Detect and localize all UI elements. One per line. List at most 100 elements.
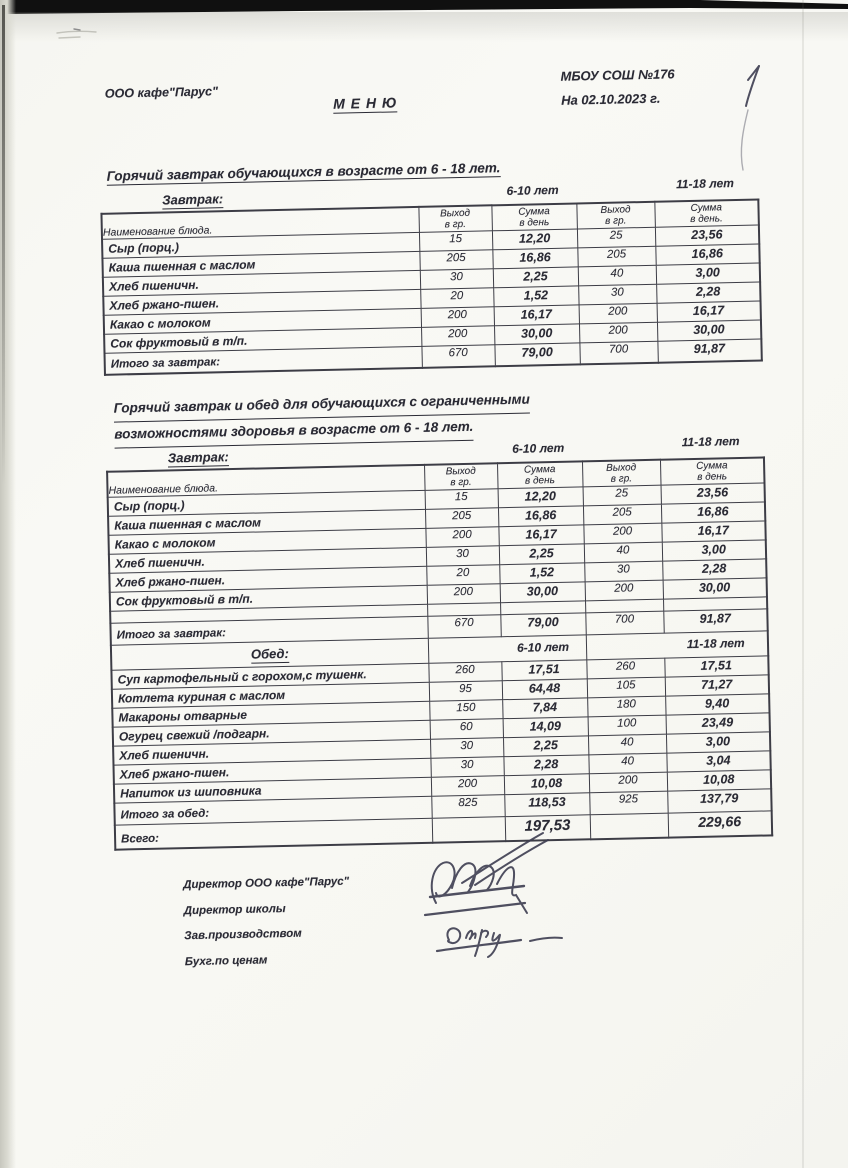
price-cell: 23,56 — [660, 482, 765, 504]
total-portion-cell: 925 — [589, 790, 668, 815]
portion-cell: 15 — [424, 488, 498, 509]
signature-line-price-accountant: Бухг.по ценам — [184, 953, 268, 968]
age-group-left: 6-10 лет — [512, 440, 565, 456]
portion-cell: 95 — [428, 680, 503, 701]
total-portion-cell: 700 — [579, 340, 658, 365]
portion-column-header: Выход в гр. — [424, 463, 498, 490]
portion-cell: 200 — [583, 522, 662, 544]
portion-cell: 60 — [429, 718, 503, 739]
price-cell: 2,28 — [656, 281, 761, 303]
portion-cell: 205 — [577, 245, 656, 267]
price-cell: 9,40 — [665, 693, 770, 715]
price-cell: 30,00 — [493, 323, 580, 345]
price-cell: 17,51 — [664, 655, 769, 677]
portion-cell: 30 — [425, 545, 500, 566]
price-cell: 2,28 — [503, 754, 589, 776]
grand-total-price-cell: 229,66 — [667, 810, 773, 838]
price-column-header: Сумма в день — [491, 203, 577, 231]
price-cell: 64,48 — [501, 678, 588, 700]
portion-cell: 200 — [578, 321, 658, 343]
portion-cell: 105 — [586, 676, 666, 698]
price-cell: 14,09 — [502, 716, 588, 738]
price-column-header: Сумма в день — [497, 461, 583, 489]
menu-date: На 02.10.2023 г. — [560, 90, 661, 108]
portion-cell: 200 — [425, 526, 499, 547]
price-cell: 16,86 — [660, 501, 766, 523]
school-name: МБОУ СОШ №176 — [560, 66, 675, 84]
portion-cell: 30 — [429, 737, 504, 758]
age-group-left-cell: 6-10 лет — [427, 634, 587, 663]
total-price-cell: 118,53 — [504, 792, 590, 817]
document-title-text: М Е Н Ю — [332, 94, 398, 114]
scan-top-shadow — [0, 12, 848, 42]
portion-cell: 40 — [583, 541, 663, 563]
portion-cell: 260 — [586, 657, 665, 679]
price-cell: 30,00 — [662, 577, 767, 599]
portion-cell: 100 — [587, 714, 666, 736]
price-cell: 30,00 — [656, 319, 762, 341]
price-cell: 16,86 — [497, 505, 584, 527]
portion-cell: 40 — [577, 264, 657, 286]
price-cell: 16,17 — [661, 520, 766, 542]
portion-cell: 25 — [582, 484, 661, 506]
grand-total-price-cell: 197,53 — [504, 814, 591, 842]
price-cell: 30,00 — [499, 581, 586, 603]
portion-cell: 200 — [430, 775, 505, 796]
total-portion-cell: 825 — [431, 794, 505, 818]
price-cell: 10,08 — [503, 773, 590, 795]
price-cell: 3,04 — [666, 750, 771, 772]
portion-cell: 200 — [420, 306, 494, 327]
price-cell: 23,49 — [665, 712, 770, 734]
price-cell: 3,00 — [665, 731, 771, 753]
price-column-header: Сумма в день — [659, 457, 765, 485]
portion-cell: 260 — [428, 661, 502, 682]
portion-cell: 20 — [420, 287, 494, 308]
price-cell: 17,51 — [501, 659, 587, 681]
price-cell: 2,28 — [662, 558, 767, 580]
portion-column-header: Выход в гр. — [581, 459, 661, 487]
paper-crease — [802, 0, 804, 1168]
portion-column-header: Выход в гр. — [576, 201, 655, 229]
signature-line-director-cafe: Директор ООО кафе"Парус" — [183, 875, 350, 892]
price-cell: 2,25 — [498, 543, 585, 565]
total-price-cell: 79,00 — [494, 342, 580, 367]
portion-cell: 205 — [419, 249, 493, 270]
portion-cell: 30 — [584, 560, 663, 582]
portion-cell: 200 — [588, 771, 668, 793]
price-cell: 71,27 — [664, 674, 770, 696]
org-name: ООО кафе"Парус" — [104, 84, 219, 101]
price-cell: 1,52 — [493, 285, 579, 307]
portion-cell: 25 — [576, 226, 656, 248]
portion-cell: 40 — [588, 752, 667, 774]
age-group-right: 11-18 лет — [681, 433, 740, 450]
total-price-cell: 91,87 — [657, 338, 762, 363]
portion-cell: 205 — [582, 503, 662, 525]
price-cell: 2,25 — [502, 735, 589, 757]
document-title: М Е Н Ю — [332, 94, 398, 114]
scan-left-line — [2, 5, 5, 485]
price-cell: 12,20 — [497, 486, 583, 508]
meal-label: Завтрак: — [162, 191, 224, 210]
total-price-cell: 137,79 — [667, 788, 772, 813]
portion-column-header: Выход в гр. — [418, 205, 492, 232]
total-price-cell: 79,00 — [500, 612, 586, 637]
breakfast-table-general: Наименование блюда. Выход в гр. Сумма в де… — [100, 198, 763, 376]
meal-label: Обед: — [250, 645, 289, 664]
signature-line-production-manager: Зав.производством — [184, 927, 302, 943]
price-cell: 12,20 — [491, 228, 578, 250]
price-cell: 1,52 — [499, 562, 585, 584]
portion-cell: 150 — [429, 699, 503, 720]
portion-cell: 30 — [430, 756, 504, 777]
price-cell: 10,08 — [666, 769, 772, 791]
price-cell: 16,17 — [656, 300, 761, 322]
price-cell: 7,84 — [502, 697, 588, 719]
portion-cell: 200 — [578, 302, 657, 324]
portion-cell: 20 — [426, 564, 500, 585]
portion-cell: 15 — [418, 230, 493, 251]
age-group-left: 6-10 лет — [506, 182, 559, 198]
total-portion-cell: 670 — [427, 614, 501, 638]
price-cell: 3,00 — [655, 262, 761, 284]
signature-block: Директор ООО кафе"Парус" Директор школы … — [183, 876, 351, 982]
price-cell: 3,00 — [661, 539, 767, 561]
